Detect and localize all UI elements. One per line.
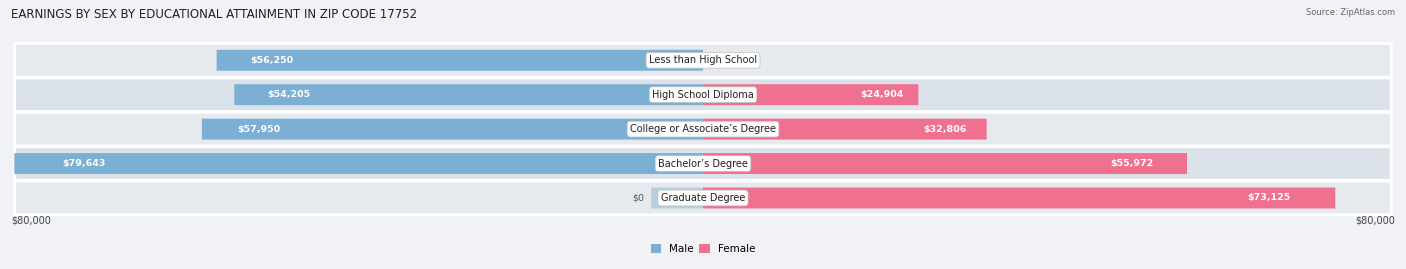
Text: $80,000: $80,000 — [1355, 215, 1395, 225]
Text: $0: $0 — [633, 193, 644, 203]
FancyBboxPatch shape — [14, 78, 1392, 111]
Legend: Male, Female: Male, Female — [647, 240, 759, 258]
Text: Source: ZipAtlas.com: Source: ZipAtlas.com — [1306, 8, 1395, 17]
Text: $24,904: $24,904 — [860, 90, 903, 99]
Text: High School Diploma: High School Diploma — [652, 90, 754, 100]
FancyBboxPatch shape — [703, 84, 918, 105]
Text: Graduate Degree: Graduate Degree — [661, 193, 745, 203]
FancyBboxPatch shape — [703, 119, 987, 140]
Text: $32,806: $32,806 — [924, 125, 967, 134]
Text: $55,972: $55,972 — [1109, 159, 1153, 168]
Text: $0: $0 — [713, 56, 725, 65]
Text: $54,205: $54,205 — [267, 90, 311, 99]
FancyBboxPatch shape — [235, 84, 703, 105]
Text: Bachelor’s Degree: Bachelor’s Degree — [658, 158, 748, 169]
FancyBboxPatch shape — [651, 187, 703, 208]
FancyBboxPatch shape — [14, 44, 1392, 77]
Text: EARNINGS BY SEX BY EDUCATIONAL ATTAINMENT IN ZIP CODE 17752: EARNINGS BY SEX BY EDUCATIONAL ATTAINMEN… — [11, 8, 418, 21]
FancyBboxPatch shape — [14, 153, 703, 174]
Text: College or Associate’s Degree: College or Associate’s Degree — [630, 124, 776, 134]
Text: $79,643: $79,643 — [62, 159, 105, 168]
FancyBboxPatch shape — [703, 153, 1187, 174]
Text: $57,950: $57,950 — [238, 125, 280, 134]
Text: Less than High School: Less than High School — [650, 55, 756, 65]
FancyBboxPatch shape — [14, 147, 1392, 180]
FancyBboxPatch shape — [202, 119, 703, 140]
FancyBboxPatch shape — [703, 187, 1336, 208]
Text: $56,250: $56,250 — [250, 56, 294, 65]
Text: $73,125: $73,125 — [1247, 193, 1291, 203]
FancyBboxPatch shape — [14, 112, 1392, 146]
FancyBboxPatch shape — [14, 181, 1392, 215]
FancyBboxPatch shape — [217, 50, 703, 71]
Text: $80,000: $80,000 — [11, 215, 51, 225]
